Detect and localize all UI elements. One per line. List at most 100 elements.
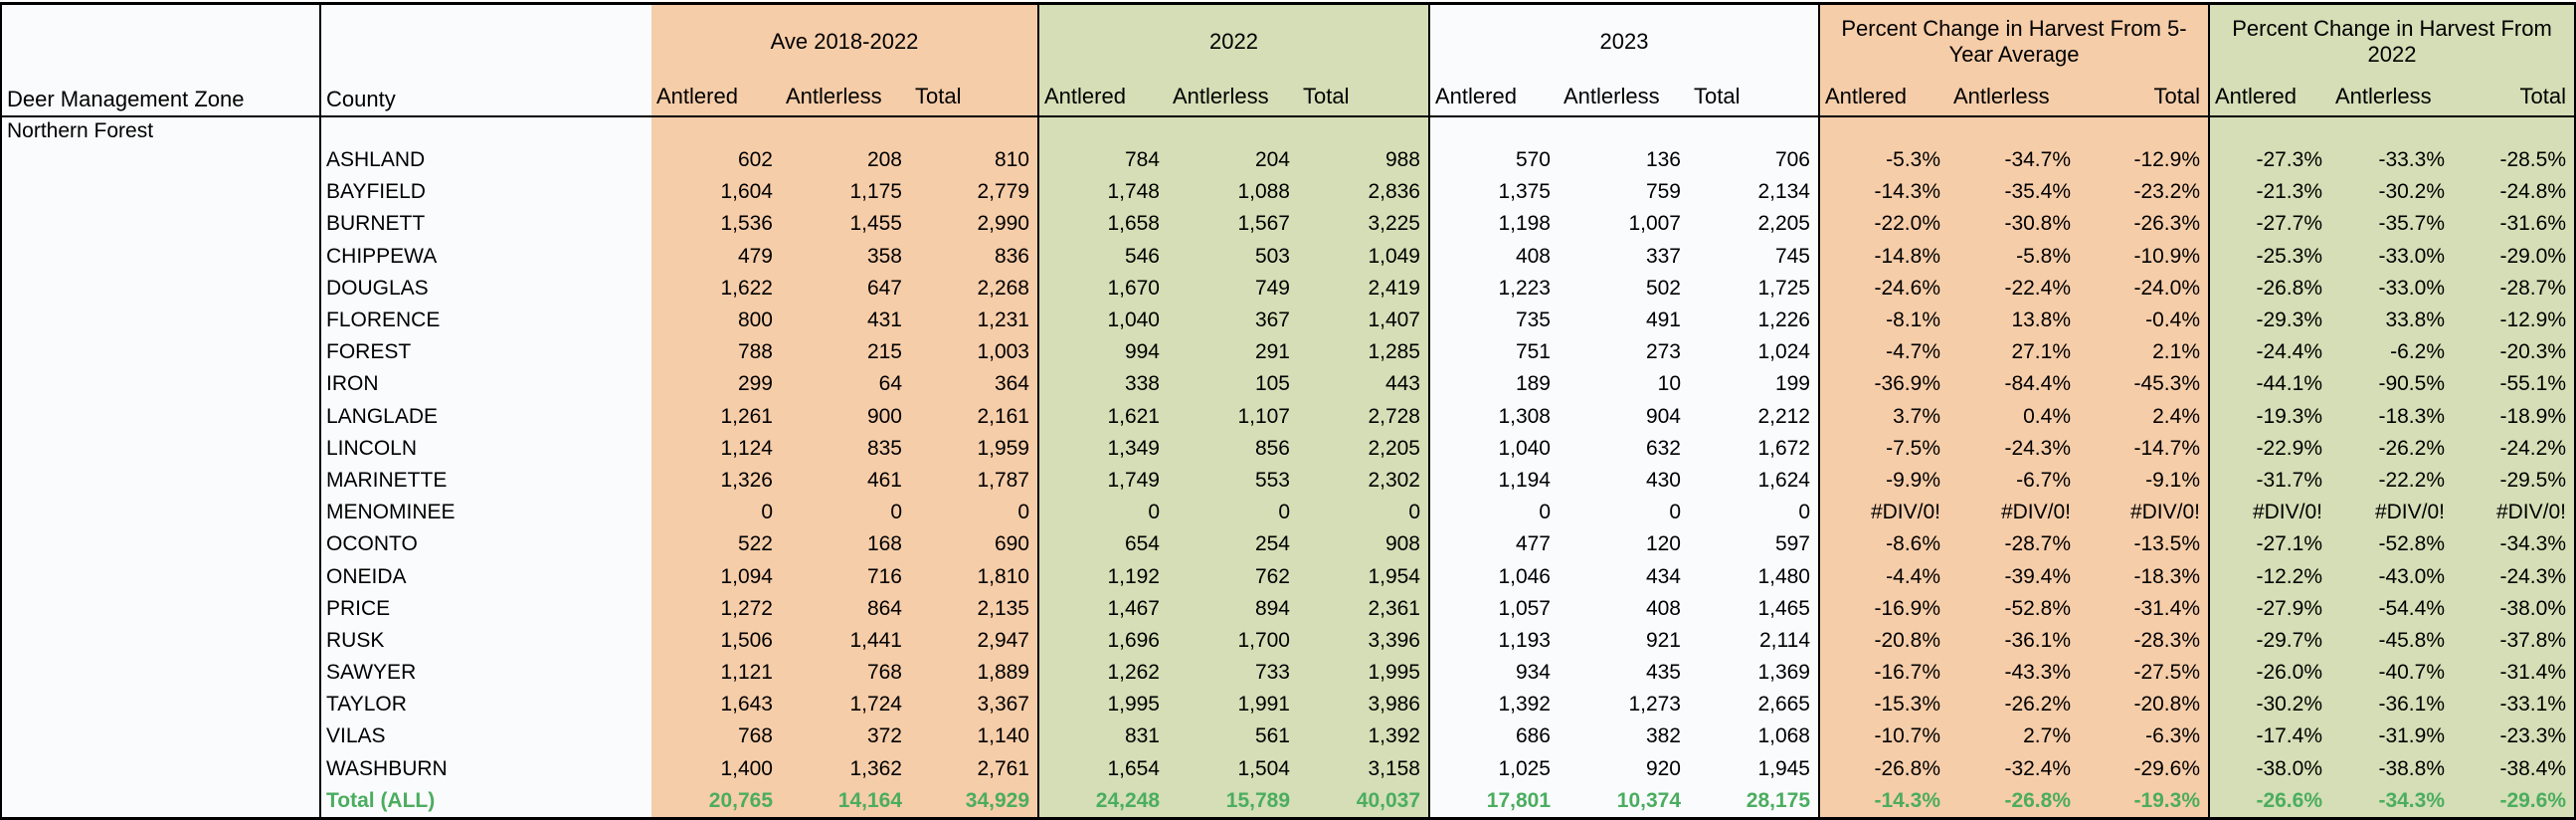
value-cell: 2,135 xyxy=(910,592,1037,625)
value-cell: -14.7% xyxy=(2079,432,2208,465)
value-cell: -29.6% xyxy=(2453,784,2574,817)
value-cell: -23.2% xyxy=(2079,176,2208,209)
value-cell: -36.9% xyxy=(1818,368,1948,401)
value-cell: -45.3% xyxy=(2079,368,2208,401)
value-cell: -24.4% xyxy=(2208,336,2330,369)
value-cell: -29.5% xyxy=(2453,464,2574,498)
value-cell: 1,724 xyxy=(781,689,910,721)
value-cell: 0.4% xyxy=(1948,400,2079,433)
value-cell: 13.8% xyxy=(1948,304,2079,337)
value-cell: -28.3% xyxy=(2079,624,2208,657)
value-cell: 3,158 xyxy=(1298,752,1428,785)
value-cell: 430 xyxy=(1559,464,1689,498)
value-cell: -32.4% xyxy=(1948,752,2079,785)
value-cell: -24.8% xyxy=(2453,176,2574,209)
value-cell: 2,665 xyxy=(1689,689,1818,721)
value-cell: -8.6% xyxy=(1818,528,1948,561)
county-cell: DOUGLAS xyxy=(319,272,651,305)
value-cell: 408 xyxy=(1559,592,1689,625)
value-cell: 3,396 xyxy=(1298,624,1428,657)
value-cell: -4.4% xyxy=(1818,560,1948,593)
value-cell: 762 xyxy=(1168,560,1298,593)
value-cell: 831 xyxy=(1037,720,1168,753)
value-cell: 1,025 xyxy=(1428,752,1559,785)
value-cell: -29.0% xyxy=(2453,240,2574,273)
value-cell: 1,400 xyxy=(651,752,781,785)
value-cell: 1,262 xyxy=(1037,657,1168,690)
county-cell: IRON xyxy=(319,368,651,401)
value-cell: -38.0% xyxy=(2453,592,2574,625)
col-label-antlerless: Antlerless xyxy=(1168,78,1298,117)
value-cell: 364 xyxy=(910,368,1037,401)
zone-row-cell xyxy=(910,117,1037,144)
zone-row-cell xyxy=(1037,117,1168,144)
value-cell: 2,205 xyxy=(1689,208,1818,241)
value-cell: 1,308 xyxy=(1428,400,1559,433)
value-cell: 2.1% xyxy=(2079,336,2208,369)
value-cell: -21.3% xyxy=(2208,176,2330,209)
value-cell: 1,040 xyxy=(1037,304,1168,337)
value-cell: 2,212 xyxy=(1689,400,1818,433)
value-cell: -31.6% xyxy=(2453,208,2574,241)
value-cell: 358 xyxy=(781,240,910,273)
zone-column-header: Deer Management Zone xyxy=(2,5,319,117)
zone-row-cell xyxy=(1298,117,1428,144)
value-cell: 994 xyxy=(1037,336,1168,369)
value-cell: 522 xyxy=(651,528,781,561)
zone-cell xyxy=(2,304,319,337)
zone-cell xyxy=(2,240,319,273)
value-cell: -30.2% xyxy=(2208,689,2330,721)
value-cell: -16.9% xyxy=(1818,592,1948,625)
value-cell: 3,225 xyxy=(1298,208,1428,241)
value-cell: 690 xyxy=(910,528,1037,561)
value-cell: -24.0% xyxy=(2079,272,2208,305)
value-cell: 1,046 xyxy=(1428,560,1559,593)
county-cell: OCONTO xyxy=(319,528,651,561)
value-cell: 1,624 xyxy=(1689,464,1818,498)
value-cell: -24.2% xyxy=(2453,432,2574,465)
value-cell: -27.7% xyxy=(2208,208,2330,241)
value-cell: 716 xyxy=(781,560,910,593)
county-cell: ASHLAND xyxy=(319,144,651,177)
zone-cell xyxy=(2,208,319,241)
value-cell: -27.3% xyxy=(2208,144,2330,177)
value-cell: -36.1% xyxy=(1948,624,2079,657)
county-cell: WASHBURN xyxy=(319,752,651,785)
value-cell: -14.8% xyxy=(1818,240,1948,273)
value-cell: 14,164 xyxy=(781,784,910,817)
value-cell: 10 xyxy=(1559,368,1689,401)
value-cell: -20.3% xyxy=(2453,336,2574,369)
value-cell: 1,506 xyxy=(651,624,781,657)
value-cell: 291 xyxy=(1168,336,1298,369)
value-cell: 835 xyxy=(781,432,910,465)
value-cell: 768 xyxy=(651,720,781,753)
value-cell: -18.3% xyxy=(2079,560,2208,593)
col-label-total: Total xyxy=(2079,78,2208,117)
value-cell: -90.5% xyxy=(2330,368,2453,401)
value-cell: 1,107 xyxy=(1168,400,1298,433)
value-cell: 199 xyxy=(1689,368,1818,401)
zone-row-cell xyxy=(1818,117,1948,144)
value-cell: 168 xyxy=(781,528,910,561)
value-cell: 1,175 xyxy=(781,176,910,209)
value-cell: -5.3% xyxy=(1818,144,1948,177)
value-cell: -22.9% xyxy=(2208,432,2330,465)
value-cell: -31.7% xyxy=(2208,464,2330,498)
value-cell: 503 xyxy=(1168,240,1298,273)
county-column-header: County xyxy=(319,5,651,117)
value-cell: 561 xyxy=(1168,720,1298,753)
county-cell: CHIPPEWA xyxy=(319,240,651,273)
value-cell: -6.2% xyxy=(2330,336,2453,369)
value-cell: 1,007 xyxy=(1559,208,1689,241)
value-cell: 1,094 xyxy=(651,560,781,593)
value-cell: 24,248 xyxy=(1037,784,1168,817)
zone-cell xyxy=(2,720,319,753)
value-cell: 1,057 xyxy=(1428,592,1559,625)
value-cell: 632 xyxy=(1559,432,1689,465)
value-cell: 2,947 xyxy=(910,624,1037,657)
zone-cell xyxy=(2,368,319,401)
value-cell: -19.3% xyxy=(2079,784,2208,817)
value-cell: 40,037 xyxy=(1298,784,1428,817)
value-cell: -10.7% xyxy=(1818,720,1948,753)
value-cell: 1,465 xyxy=(1689,592,1818,625)
